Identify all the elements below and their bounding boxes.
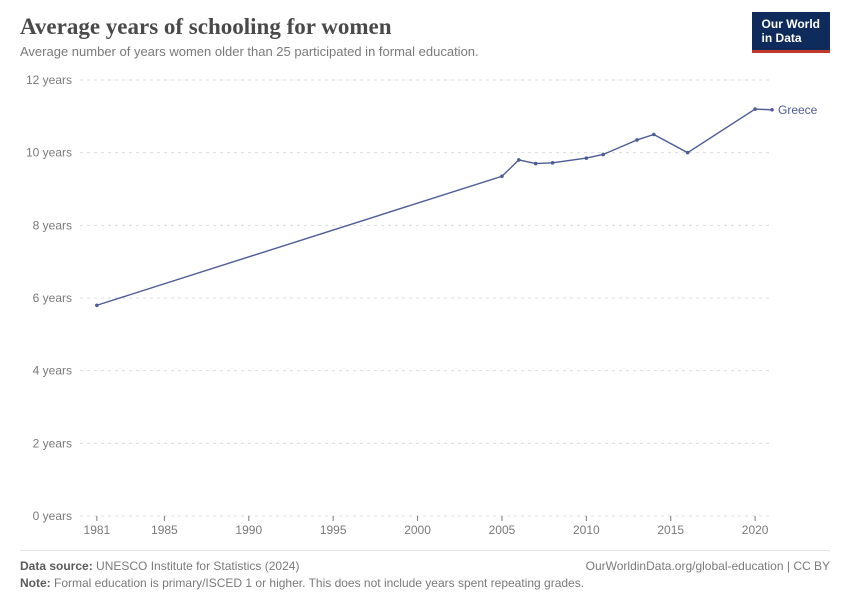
note-value: Formal education is primary/ISCED 1 or h… [54,576,584,590]
note-label: Note: [20,576,51,590]
x-axis-label: 1990 [235,523,262,537]
data-point [635,138,639,142]
x-axis-label: 2000 [404,523,431,537]
x-axis-label: 1981 [84,523,111,537]
x-axis-label: 2015 [657,523,684,537]
chart-title: Average years of schooling for women [20,14,830,40]
y-axis-label: 4 years [33,364,72,378]
y-axis-label: 0 years [33,509,72,523]
series-label: Greece [778,103,818,117]
series-line [97,109,772,305]
data-point [652,133,656,137]
x-axis-label: 2010 [573,523,600,537]
footer-note: Note: Formal education is primary/ISCED … [20,576,830,590]
chart-area: 0 years 2 years 4 years 6 years 8 years 10 ye… [20,72,830,542]
source-label: Data source: [20,559,93,573]
data-point [551,161,555,165]
y-axis-label: 10 years [26,146,72,160]
data-point [753,107,757,111]
data-point [601,153,605,157]
data-point [770,108,774,112]
source-value: UNESCO Institute for Statistics (2024) [96,559,299,573]
logo-line-1: Our World [762,17,820,31]
data-point [500,174,504,178]
x-axis-label: 2020 [742,523,769,537]
data-source: Data source: UNESCO Institute for Statis… [20,559,299,573]
data-point [686,151,690,155]
data-point [95,303,99,307]
y-axis-label: 8 years [33,218,72,232]
y-axis-label: 2 years [33,436,72,450]
line-chart: 0 years 2 years 4 years 6 years 8 years 10 ye… [20,72,830,542]
data-point [585,156,589,160]
data-point [534,162,538,166]
logo-line-2: in Data [762,31,802,45]
attribution: OurWorldinData.org/global-education | CC… [586,559,830,573]
y-axis-label: 12 years [26,73,72,87]
chart-subtitle: Average number of years women older than… [20,44,830,59]
x-axis-label: 1985 [151,523,178,537]
owid-logo: Our World in Data [752,12,830,53]
y-axis-label: 6 years [33,291,72,305]
chart-header: Our World in Data Average years of schoo… [0,0,850,67]
x-axis-label: 1995 [320,523,347,537]
x-axis-label: 2005 [489,523,516,537]
chart-footer: Data source: UNESCO Institute for Statis… [20,550,830,590]
data-point [517,158,521,162]
